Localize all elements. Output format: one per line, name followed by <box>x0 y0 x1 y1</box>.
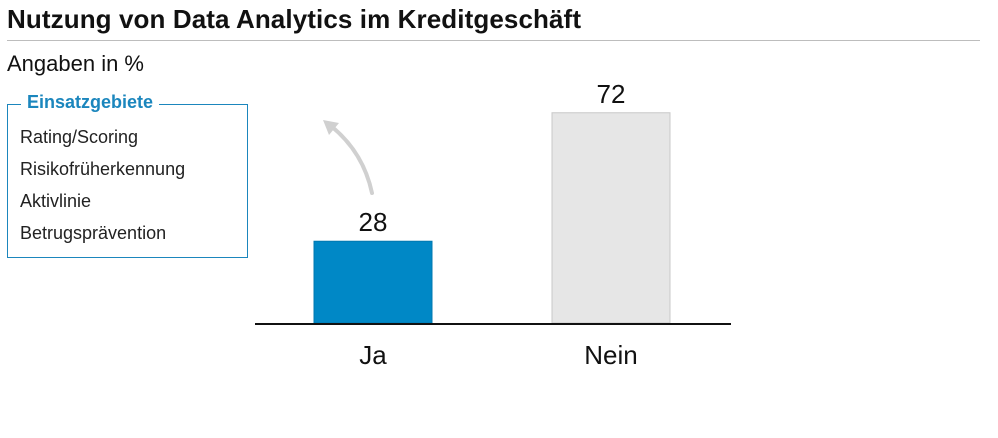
arrow-head-icon <box>323 120 339 135</box>
chart-title: Nutzung von Data Analytics im Kreditgesc… <box>7 4 582 34</box>
legend-item: Risikofrüherkennung <box>20 159 186 179</box>
chart-subtitle: Angaben in % <box>7 51 144 76</box>
data-label: 72 <box>597 79 626 109</box>
legend-item: Rating/Scoring <box>20 127 139 147</box>
category-label: Nein <box>584 340 637 370</box>
title-divider <box>7 40 980 41</box>
legend-item: Betrugsprävention <box>20 223 167 243</box>
bar-ja <box>313 240 433 324</box>
data-label: 28 <box>359 207 388 237</box>
curved-arrow-shaft <box>329 124 374 195</box>
legend-title: Einsatzgebiete <box>21 92 160 113</box>
legend-item: Aktivlinie <box>20 191 92 211</box>
legend-box: Einsatzgebiete Rating/Scoring Risikofrüh… <box>7 92 248 258</box>
category-label: Ja <box>359 340 387 370</box>
bar-nein <box>551 112 671 324</box>
arrow-annotation <box>323 120 374 195</box>
